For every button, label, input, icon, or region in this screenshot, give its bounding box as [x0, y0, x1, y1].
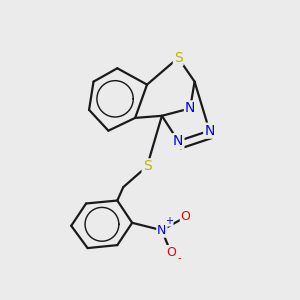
Text: S: S [143, 159, 152, 173]
Text: N: N [157, 224, 167, 237]
Text: +: + [165, 216, 173, 226]
Text: N: N [173, 134, 183, 148]
Text: -: - [178, 253, 181, 263]
Text: S: S [174, 51, 183, 65]
Text: O: O [166, 246, 176, 259]
Text: N: N [204, 124, 214, 138]
Text: N: N [185, 101, 195, 116]
Text: O: O [181, 210, 190, 224]
